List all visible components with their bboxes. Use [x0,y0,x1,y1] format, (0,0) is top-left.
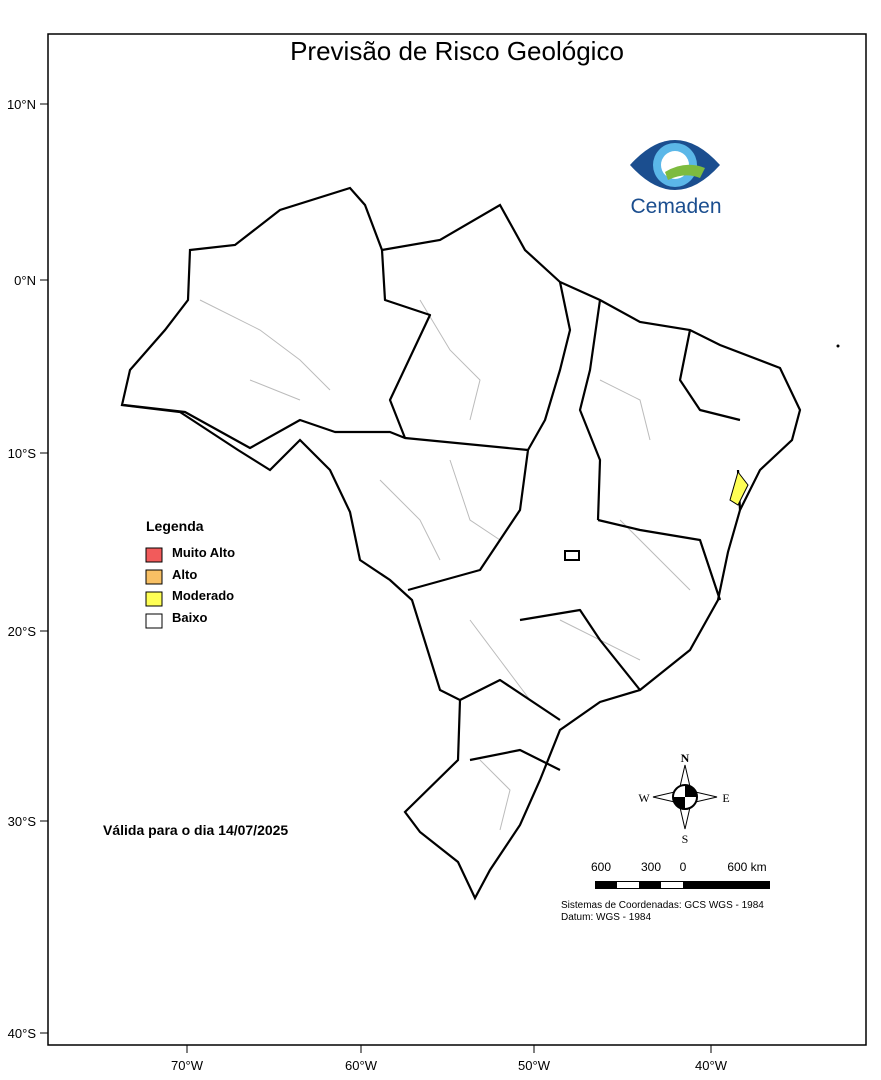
map-title: Previsão de Risco Geológico [290,36,624,66]
legend-label: Baixo [172,610,207,625]
lon-label: 60°W [345,1058,378,1073]
federal-district [564,550,580,561]
scale-label: 600 km [727,860,766,874]
logo: Cemaden [630,140,722,218]
lat-label: 40°S [8,1026,37,1041]
lon-label: 50°W [518,1058,551,1073]
moderate-risk-area [729,470,749,506]
country-outline [120,186,802,901]
legend: Legenda Muito Alto Alto Moderado Baixo [145,518,235,629]
scale-label: 0 [680,860,687,874]
lat-label: 10°N [7,97,36,112]
legend-swatch [145,591,163,607]
datum: Datum: WGS - 1984 [561,912,651,923]
legend-title: Legenda [146,518,204,534]
validity-date: Válida para o dia 14/07/2025 [103,822,288,838]
compass-e: E [722,791,729,805]
legend-label: Muito Alto [172,545,235,560]
compass-n: N [681,751,690,765]
coordinate-system: Sistemas de Coordenadas: GCS WGS - 1984 [561,900,764,911]
legend-swatch [145,547,163,563]
island-dot [836,344,840,348]
lat-label: 0°N [14,273,36,288]
lat-label: 20°S [8,624,37,639]
lon-label: 70°W [171,1058,204,1073]
legend-label: Moderado [172,588,234,603]
lat-label: 30°S [8,814,37,829]
compass-w: W [638,791,650,805]
brazil-map [120,186,802,901]
lat-label: 10°S [8,446,37,461]
scale-label: 600 [591,860,611,874]
logo-text: Cemaden [630,195,721,218]
legend-label: Alto [172,567,197,582]
scale-bar: 600 300 0 600 km [591,860,770,889]
lon-label: 40°W [695,1058,728,1073]
compass: N S E W [638,751,729,846]
scale-label: 300 [641,860,661,874]
state-borders [123,249,742,771]
longitude-ticks: 70°W 60°W 50°W 40°W [171,1045,728,1073]
legend-swatch [145,569,163,585]
latitude-ticks: 10°N 0°N 10°S 20°S 30°S 40°S [7,97,48,1041]
compass-s: S [682,832,689,846]
legend-swatch [145,613,163,629]
